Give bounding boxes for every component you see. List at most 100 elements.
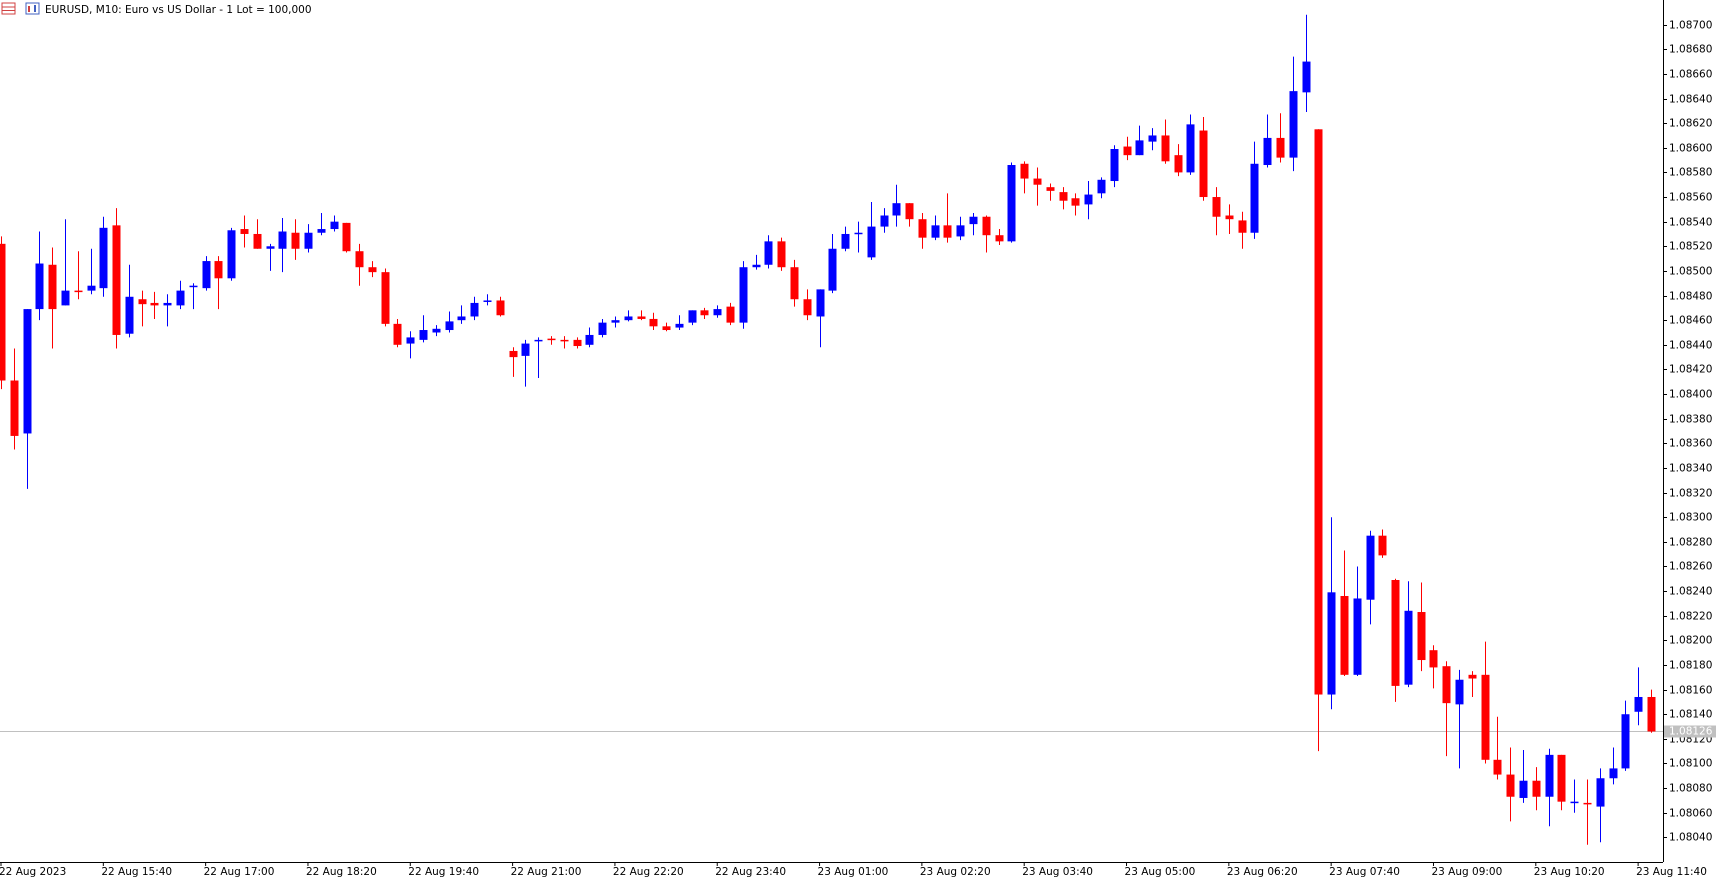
candle-body	[547, 338, 556, 341]
y-tick-label: 1.08200	[1669, 635, 1712, 647]
candle-body	[1404, 610, 1413, 685]
candle-body	[10, 380, 19, 436]
y-tick-label: 1.08160	[1669, 685, 1712, 697]
y-tick-label: 1.08620	[1669, 118, 1712, 130]
candle-body	[240, 229, 249, 234]
candle-body	[112, 225, 121, 335]
candle-body	[0, 243, 6, 381]
candle-body	[368, 267, 377, 273]
header-icons	[1, 2, 40, 15]
candle-body	[1161, 135, 1170, 162]
x-tick-label: 22 Aug 18:20	[306, 866, 377, 878]
y-tick-label: 1.08700	[1669, 20, 1712, 32]
x-tick-label: 23 Aug 11:40	[1636, 866, 1707, 878]
candle-body	[1289, 91, 1298, 158]
candle-body	[406, 337, 415, 344]
x-tick-label: 22 Aug 19:40	[408, 866, 479, 878]
candle-body	[1545, 754, 1554, 797]
candle-body	[1327, 592, 1336, 695]
candle-body	[700, 310, 709, 316]
candle-body	[1429, 650, 1438, 668]
candle-body	[534, 339, 543, 342]
candle-body	[163, 302, 172, 306]
candle-body	[291, 232, 300, 249]
candle-body	[1250, 163, 1259, 233]
candle-body	[393, 323, 402, 345]
candle-body	[1366, 535, 1375, 600]
candle-body	[1442, 666, 1451, 704]
y-tick-label: 1.08660	[1669, 69, 1712, 81]
candle-body	[1455, 679, 1464, 705]
y-tick-label: 1.08320	[1669, 488, 1712, 500]
candle-body	[1110, 149, 1119, 182]
candle-body	[1570, 801, 1579, 804]
candle-body	[521, 343, 530, 356]
y-tick-label: 1.08180	[1669, 660, 1712, 672]
candle-body	[1506, 774, 1515, 797]
y-tick-label: 1.08060	[1669, 808, 1712, 820]
candle-body	[803, 299, 812, 316]
candle-body	[918, 219, 927, 238]
candle-body	[87, 285, 96, 291]
candle-body	[1046, 187, 1055, 191]
y-tick-label: 1.08440	[1669, 340, 1712, 352]
candle-body	[381, 272, 390, 324]
x-tick-label: 23 Aug 09:00	[1431, 866, 1502, 878]
candle-body	[1238, 220, 1247, 233]
candle-body	[956, 225, 965, 237]
candle-body	[99, 227, 108, 289]
candle-body	[1033, 178, 1042, 185]
candle-body	[1097, 179, 1106, 194]
candle-body	[1647, 696, 1656, 732]
candle-body	[969, 216, 978, 225]
candle-body	[278, 231, 287, 249]
candle-body	[560, 339, 569, 342]
candle-body	[150, 302, 159, 306]
candle-body	[74, 290, 83, 293]
candle-body	[202, 261, 211, 289]
candle-body	[1071, 198, 1080, 206]
candle-body	[637, 316, 646, 319]
candle-body	[1199, 130, 1208, 198]
y-tick-label: 1.08560	[1669, 192, 1712, 204]
candle-body	[573, 339, 582, 347]
candle-body	[355, 251, 364, 268]
candle-body	[48, 264, 57, 310]
candle-body	[662, 326, 671, 331]
candle-body	[905, 203, 914, 220]
candle-body	[445, 321, 454, 331]
y-tick-label: 1.08420	[1669, 364, 1712, 376]
candle-body	[841, 233, 850, 249]
candle-body	[943, 225, 952, 238]
y-tick-label: 1.08680	[1669, 44, 1712, 56]
candle-body	[330, 221, 339, 230]
y-tick-label: 1.08100	[1669, 758, 1712, 770]
candle-body	[764, 241, 773, 265]
candle-body	[739, 267, 748, 323]
candle-body	[790, 267, 799, 300]
candle-body	[624, 316, 633, 321]
y-tick-label: 1.08520	[1669, 241, 1712, 253]
candle-body	[816, 289, 825, 317]
chart-title: EURUSD, M10: Euro vs US Dollar - 1 Lot =…	[45, 4, 312, 16]
candle-body	[1007, 165, 1016, 242]
candle-body	[1263, 137, 1272, 166]
x-tick-label: 23 Aug 05:00	[1125, 866, 1196, 878]
candle-body	[253, 233, 262, 249]
candle-body	[509, 350, 518, 358]
candle-body	[1020, 163, 1029, 179]
x-tick-label: 23 Aug 06:20	[1227, 866, 1298, 878]
candle-body	[1314, 129, 1323, 695]
y-tick-label: 1.08360	[1669, 438, 1712, 450]
x-tick-label: 23 Aug 07:40	[1329, 866, 1400, 878]
candle-body	[1353, 598, 1362, 675]
candle-body	[266, 246, 275, 249]
y-tick-label: 1.08640	[1669, 94, 1712, 106]
candle-body	[1519, 780, 1528, 798]
candle-body	[982, 216, 991, 236]
candle-body	[470, 302, 479, 317]
candle-body	[1225, 215, 1234, 220]
candle-body	[1583, 802, 1592, 805]
